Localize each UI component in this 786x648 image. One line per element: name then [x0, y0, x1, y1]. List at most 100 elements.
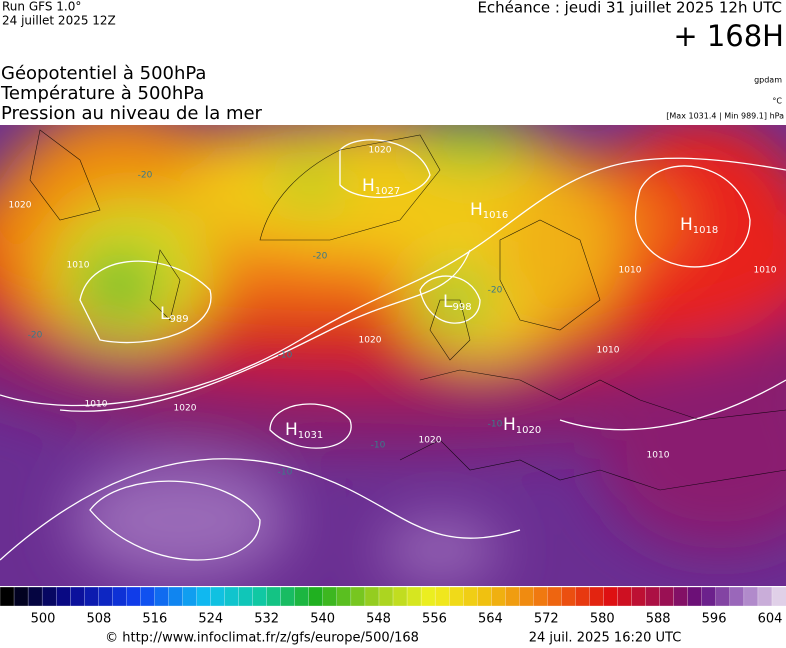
temperature-label: -10 — [278, 351, 293, 361]
colorbar-label: 524 — [198, 612, 223, 627]
colorbar: 500 508 516 524 532 540 548 556 564 572 580 588 596 6… — [0, 586, 786, 627]
field — [0, 125, 786, 586]
colorbar-swatch — [434, 586, 450, 607]
isobar-label: 1020 — [369, 146, 392, 156]
isobar-label: 1010 — [67, 261, 90, 271]
colorbar-swatch — [238, 586, 254, 607]
colorbar-swatch — [27, 586, 43, 607]
temperature-label: -10 — [371, 441, 386, 451]
colorbar-swatch — [743, 586, 759, 607]
colorbar-swatch — [336, 586, 352, 607]
pressure-center: H1027 — [362, 176, 400, 197]
temperature-label: -20 — [488, 286, 503, 296]
colorbar-swatch — [589, 586, 604, 607]
temperature-label: -20 — [28, 331, 43, 341]
colorbar-swatch — [294, 586, 310, 607]
center-value: 1016 — [483, 210, 508, 221]
colorbar-label: 508 — [87, 612, 112, 627]
title: Température à 500hPa — [0, 83, 204, 104]
colorbar-swatch — [70, 586, 85, 607]
colorbar-swatch — [757, 586, 773, 607]
colorbar-label: 596 — [702, 612, 727, 627]
lead-time: + 168H — [673, 19, 784, 53]
colorbar-label: 564 — [478, 612, 503, 627]
colorbar-swatch — [617, 586, 633, 607]
colorbar-label: 572 — [534, 612, 559, 627]
colorbar-label: 548 — [366, 612, 391, 627]
center-value: 1020 — [516, 425, 541, 436]
center-letter: H — [680, 215, 693, 235]
center-value: 1031 — [298, 430, 323, 441]
colorbar-swatch — [729, 586, 745, 607]
colorbar-swatch — [715, 586, 731, 607]
unit: [Max 1031.4 | Min 989.1] hPa — [666, 112, 784, 121]
colorbar-swatch — [140, 586, 155, 607]
colorbar-swatch — [448, 586, 464, 607]
colorbar-swatch — [491, 586, 506, 607]
colorbar-swatch — [505, 586, 520, 607]
pressure-center: H1018 — [680, 215, 718, 236]
colorbar-swatch — [322, 586, 338, 607]
center-letter: L — [443, 292, 453, 312]
colorbar-swatch — [771, 586, 786, 607]
unit: gpdam — [754, 76, 782, 85]
isobar-label: 1010 — [619, 266, 642, 276]
isobar-label: 1010 — [597, 346, 620, 356]
valid-time: Echéance : jeudi 31 juillet 2025 12h UTC — [477, 0, 782, 17]
colorbar-swatch — [154, 586, 169, 607]
title: Géopotentiel à 500hPa — [1, 63, 206, 84]
colorbar-swatch — [266, 586, 282, 607]
center-letter: H — [503, 415, 516, 435]
colorbar-swatch — [673, 586, 689, 607]
colorbar-swatch — [182, 586, 197, 607]
colorbar-swatch — [364, 586, 380, 607]
center-value: 989 — [169, 314, 188, 325]
unit: °C — [772, 97, 782, 106]
colorbar-swatch — [533, 586, 548, 607]
colorbar-label: 500 — [31, 612, 56, 627]
colorbar-swatch — [603, 586, 619, 607]
colorbar-swatch — [659, 586, 675, 607]
colorbar-label: 588 — [646, 612, 671, 627]
colorbar-swatch — [84, 586, 99, 607]
colorbar-swatch — [631, 586, 647, 607]
colorbar-swatch — [645, 586, 661, 607]
colorbar-swatch — [378, 586, 394, 607]
isobar-label: 1020 — [174, 404, 197, 414]
colorbar-swatch — [98, 586, 113, 607]
center-letter: H — [285, 420, 298, 440]
colorbar-swatch — [210, 586, 226, 607]
center-value: 998 — [452, 302, 471, 313]
colorbar-swatch — [392, 586, 408, 607]
center-value: 1027 — [375, 186, 400, 197]
colorbar-swatch — [55, 586, 71, 607]
isobar-label: 1020 — [9, 201, 32, 211]
colorbar-swatch — [126, 586, 141, 607]
temperature-label: -20 — [313, 252, 328, 262]
temperature-label: -10 — [278, 468, 293, 478]
colorbar-swatch — [547, 586, 562, 607]
isobars — [0, 139, 786, 561]
colorbar-swatch — [420, 586, 436, 607]
colorbar-swatch — [13, 586, 29, 607]
title: Pression au niveau de la mer — [1, 103, 263, 124]
colorbar-swatch — [41, 586, 57, 607]
colorbar-swatch — [575, 586, 590, 607]
temperature-label: -20 — [138, 171, 153, 181]
isobar-label: 1010 — [647, 451, 670, 461]
colorbar-swatch — [252, 586, 268, 607]
center-letter: L — [160, 304, 170, 324]
colorbar-swatch — [308, 586, 324, 607]
pressure-center: H1016 — [470, 200, 508, 221]
colorbar-swatch — [561, 586, 576, 607]
center-letter: H — [470, 200, 483, 220]
colorbar-swatch — [0, 586, 15, 607]
colorbar-swatch — [280, 586, 296, 607]
colorbar-swatch — [112, 586, 127, 607]
colorbar-label: 580 — [590, 612, 615, 627]
colorbar-swatch — [224, 586, 240, 607]
colorbar-swatch — [168, 586, 183, 607]
